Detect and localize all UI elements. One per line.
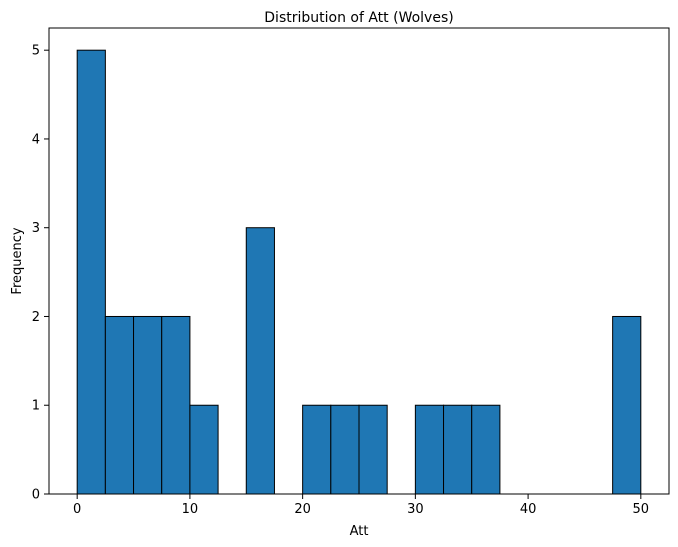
histogram-bar (161, 315, 191, 495)
y-axis-ticks: 0 1 2 3 4 5 (32, 44, 49, 503)
histogram-bar (358, 404, 388, 495)
histogram-bar (471, 404, 501, 495)
histogram-bar (443, 404, 473, 495)
y-tick-label: 0 (32, 488, 40, 503)
histogram-bar (76, 49, 106, 495)
histogram-bar (245, 227, 275, 495)
y-tick-label: 5 (32, 44, 40, 59)
histogram-bar (133, 315, 163, 495)
x-axis-ticks: 0 10 20 30 40 50 (73, 494, 649, 517)
x-tick-label: 40 (520, 502, 537, 517)
histogram-bar (330, 404, 360, 495)
y-tick-label: 3 (32, 221, 40, 236)
bars-group (76, 49, 642, 495)
x-tick-label: 30 (407, 502, 424, 517)
y-tick-label: 4 (32, 132, 40, 147)
plot-frame (48, 27, 670, 495)
x-tick-label: 10 (182, 502, 199, 517)
histogram-bar (302, 404, 332, 495)
histogram-bar (612, 315, 642, 495)
histogram-bar (189, 404, 219, 495)
y-tick-label: 2 (32, 310, 40, 325)
x-tick-label: 50 (633, 502, 650, 517)
y-axis-label: Frequency (10, 227, 25, 294)
x-tick-label: 20 (294, 502, 311, 517)
histogram-bar (414, 404, 445, 495)
x-axis-label: Att (350, 524, 369, 539)
chart-title: Distribution of Att (Wolves) (264, 10, 453, 26)
x-tick-label: 0 (73, 502, 81, 517)
histogram-bar (104, 315, 135, 495)
y-tick-label: 1 (32, 399, 40, 414)
